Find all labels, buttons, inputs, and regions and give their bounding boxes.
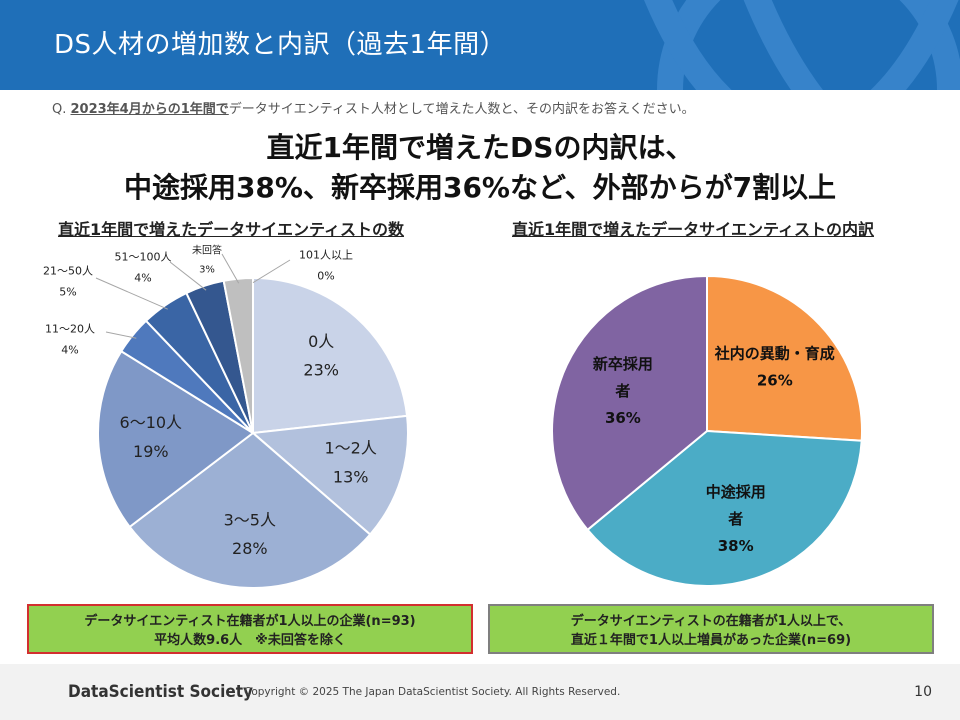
question-emphasis: 2023年4月からの1年間で bbox=[70, 102, 229, 117]
page-title: DS人材の増加数と内訳（過去1年間） bbox=[54, 30, 507, 60]
slice-label-breakdown-0-0: 社内の異動・育成 bbox=[714, 344, 835, 362]
pie-slice-count-7 bbox=[222, 276, 254, 434]
left-sample-note: データサイエンティスト在籍者が1人以上の企業(n=93) 平均人数9.6人 ※未… bbox=[27, 604, 473, 654]
slice-label-count-7-1: 3% bbox=[199, 265, 215, 276]
headline: 直近1年間で増えたDSの内訳は、 中途採用38%、新卒採用36%など、外部からが… bbox=[0, 128, 960, 208]
page-number: 10 bbox=[914, 684, 932, 700]
slice-label-count-3-0: 6〜10人 bbox=[120, 413, 183, 432]
pie-slice-breakdown-2 bbox=[551, 274, 708, 532]
slice-label-breakdown-0-1: 26% bbox=[757, 371, 793, 389]
pie-slice-count-3 bbox=[97, 349, 255, 529]
leader-line-count-7 bbox=[221, 253, 240, 284]
slice-label-count-2-0: 3〜5人 bbox=[224, 510, 276, 529]
slice-label-count-1-1: 13% bbox=[333, 467, 369, 486]
slice-label-breakdown-1-0: 中途採用 bbox=[706, 483, 766, 501]
slice-label-count-0-1: 23% bbox=[303, 361, 339, 380]
slice-label-count-2-1: 28% bbox=[232, 539, 268, 558]
question-prefix: Q. bbox=[52, 102, 71, 117]
left-chart-title: 直近1年間で増えたデータサイエンティストの数 bbox=[58, 220, 405, 239]
slice-label-count-4-0: 11〜20人 bbox=[45, 323, 95, 336]
right-sample-note: データサイエンティストの在籍者が1人以上で、 直近１年間で1人以上増員があった企… bbox=[488, 604, 934, 654]
left-note-line-1: データサイエンティスト在籍者が1人以上の企業(n=93) bbox=[84, 614, 416, 629]
slice-label-count-3-1: 19% bbox=[133, 442, 169, 461]
leader-line-count-8 bbox=[252, 259, 291, 284]
leader-line-count-6 bbox=[169, 261, 207, 291]
left-note-line-2: 平均人数9.6人 ※未回答を除く bbox=[154, 633, 346, 648]
slice-label-breakdown-1-2: 38% bbox=[718, 537, 754, 555]
slice-label-count-6-0: 51〜100人 bbox=[115, 251, 172, 264]
slice-label-breakdown-2-1: 者 bbox=[615, 382, 630, 400]
pie-slice-breakdown-1 bbox=[586, 429, 863, 587]
right-note-line-2: 直近１年間で1人以上増員があった企業(n=69) bbox=[570, 633, 852, 648]
headline-line-2: 中途採用38%、新卒採用36%など、外部からが7割以上 bbox=[123, 171, 837, 204]
slice-label-count-8-1: 0% bbox=[317, 270, 334, 283]
pie-slice-count-2 bbox=[128, 431, 372, 589]
brand-logo-text: DataScientist Society bbox=[68, 682, 254, 702]
right-chart-title: 直近1年間で増えたデータサイエンティストの内訳 bbox=[512, 220, 875, 239]
slice-label-count-5-0: 21〜50人 bbox=[43, 265, 93, 278]
slice-label-breakdown-2-0: 新卒採用 bbox=[593, 355, 653, 373]
slice-label-breakdown-1-1: 者 bbox=[728, 510, 743, 528]
right-note-line-1: データサイエンティストの在籍者が1人以上で、 bbox=[570, 614, 852, 629]
pie-slice-count-0 bbox=[252, 276, 409, 435]
slice-label-count-4-1: 4% bbox=[61, 343, 78, 356]
slice-label-count-0-0: 0人 bbox=[308, 332, 334, 351]
pie-slice-breakdown-0 bbox=[706, 274, 863, 442]
slice-label-count-6-1: 4% bbox=[134, 272, 151, 285]
slice-label-count-8-0: 101人以上 bbox=[299, 249, 353, 262]
slice-label-breakdown-2-2: 36% bbox=[605, 409, 641, 427]
slice-label-count-1-0: 1〜2人 bbox=[325, 439, 377, 458]
slice-label-count-5-1: 5% bbox=[59, 286, 76, 299]
copyright-text: Copyright © 2025 The Japan DataScientist… bbox=[244, 686, 621, 698]
question-text: データサイエンティスト人材として増えた人数と、その内訳をお答えください。 bbox=[228, 102, 695, 117]
headline-line-1: 直近1年間で増えたDSの内訳は、 bbox=[266, 131, 694, 164]
brand-decoration-icon bbox=[644, 0, 960, 90]
headcount-increase-pie-chart: 0人 23% 1〜2人 13% 3〜5人 28% 6〜10人 19% 11〜20人 4% 21〜50… bbox=[43, 244, 409, 589]
leader-line-count-4 bbox=[105, 331, 137, 339]
survey-question: Q. 2023年4月からの1年間でデータサイエンティスト人材として増えた人数と、… bbox=[52, 98, 695, 117]
footer-bar bbox=[0, 664, 960, 720]
pie-slice-count-1 bbox=[250, 414, 409, 536]
header-bar: DS人材の増加数と内訳（過去1年間） bbox=[0, 0, 960, 90]
slice-label-count-7-0: 未回答 bbox=[192, 244, 222, 257]
leader-line-count-5 bbox=[95, 277, 168, 310]
